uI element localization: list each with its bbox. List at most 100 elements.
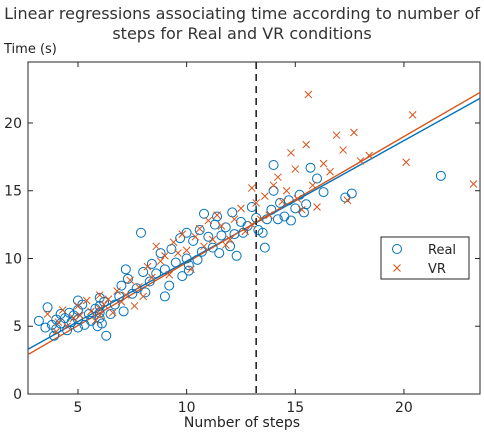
point-real xyxy=(151,268,162,279)
y-tick-label: 20 xyxy=(4,116,22,132)
point-real xyxy=(77,299,88,310)
point-real xyxy=(33,315,44,326)
point-real xyxy=(259,242,270,253)
point-vr xyxy=(139,292,148,301)
legend-label-vr: VR xyxy=(428,262,446,277)
point-vr xyxy=(74,302,82,310)
point-real xyxy=(181,227,192,238)
point-real xyxy=(290,203,301,214)
point-real xyxy=(207,242,218,253)
point-real xyxy=(209,219,220,230)
point-vr xyxy=(241,227,250,236)
point-vr xyxy=(287,148,295,157)
point-real xyxy=(203,231,214,242)
point-vr xyxy=(217,222,226,230)
point-vr xyxy=(148,273,156,282)
point-real xyxy=(42,302,53,313)
point-real xyxy=(101,330,112,341)
point-real xyxy=(268,185,279,196)
point-real xyxy=(183,265,194,276)
point-vr xyxy=(256,215,265,224)
point-real xyxy=(177,271,188,282)
point-real xyxy=(66,317,77,328)
point-vr xyxy=(134,283,143,291)
point-vr xyxy=(208,235,217,244)
point-vr xyxy=(100,300,108,309)
point-real xyxy=(181,253,192,264)
point-vr xyxy=(313,203,321,211)
point-real xyxy=(435,170,446,181)
y-axis-label: Time (s) xyxy=(4,42,57,57)
point-real xyxy=(140,287,151,298)
point-real xyxy=(136,227,146,238)
point-vr xyxy=(274,173,282,182)
point-vr xyxy=(339,146,347,154)
point-real xyxy=(188,235,199,246)
point-vr xyxy=(63,322,71,331)
point-real xyxy=(294,189,305,200)
point-vr xyxy=(174,249,182,257)
point-vr xyxy=(143,262,152,271)
point-real xyxy=(94,313,105,324)
point-real xyxy=(196,246,207,257)
point-vr xyxy=(304,90,313,99)
point-vr xyxy=(247,220,256,229)
point-real xyxy=(99,296,110,307)
point-real xyxy=(164,280,175,291)
point-real xyxy=(138,267,149,278)
point-real xyxy=(116,280,127,291)
point-real xyxy=(246,201,257,212)
point-vr xyxy=(343,196,352,205)
point-vr xyxy=(226,235,234,244)
point-real xyxy=(170,257,181,268)
point-real xyxy=(40,322,51,333)
axes-box xyxy=(27,61,481,395)
x-tick-label: 15 xyxy=(286,400,304,416)
point-vr xyxy=(261,192,269,201)
point-vr xyxy=(121,291,130,299)
point-real xyxy=(346,188,357,199)
point-vr xyxy=(269,181,278,190)
point-vr xyxy=(195,224,204,233)
y-tick-label: 0 xyxy=(13,387,22,403)
point-vr xyxy=(308,181,317,190)
x-tick-label: 20 xyxy=(395,400,413,416)
point-vr xyxy=(69,314,78,322)
point-real xyxy=(212,211,223,222)
x-tick-label: 10 xyxy=(178,400,196,416)
point-real xyxy=(120,264,131,275)
point-real xyxy=(242,220,253,231)
point-vr xyxy=(291,165,300,173)
point-vr xyxy=(356,157,365,165)
point-vr xyxy=(91,316,100,325)
point-real xyxy=(72,322,83,333)
point-vr xyxy=(43,310,52,318)
point-vr xyxy=(252,199,261,207)
regression-line-vr xyxy=(27,91,481,356)
point-real xyxy=(216,230,227,241)
point-real xyxy=(262,214,273,225)
legend-box xyxy=(380,236,470,280)
point-vr xyxy=(87,307,95,316)
point-vr xyxy=(350,128,358,137)
point-real xyxy=(144,276,155,287)
chart-title-line-1: Linear regressions associating time acco… xyxy=(4,4,480,23)
point-real xyxy=(159,264,170,275)
point-real xyxy=(272,214,283,225)
point-vr xyxy=(82,296,91,305)
point-vr xyxy=(169,238,178,247)
x-axis-label: Number of steps xyxy=(183,415,301,431)
point-vr xyxy=(54,318,63,327)
point-vr xyxy=(58,306,67,314)
point-real xyxy=(268,159,279,170)
point-vr xyxy=(187,265,195,274)
point-vr xyxy=(247,184,256,192)
point-real xyxy=(194,225,205,236)
point-real xyxy=(257,227,268,238)
point-vr xyxy=(265,211,274,219)
point-real xyxy=(72,314,83,325)
y-tick-label: 5 xyxy=(13,319,22,335)
y-tick-label: 15 xyxy=(4,184,22,200)
